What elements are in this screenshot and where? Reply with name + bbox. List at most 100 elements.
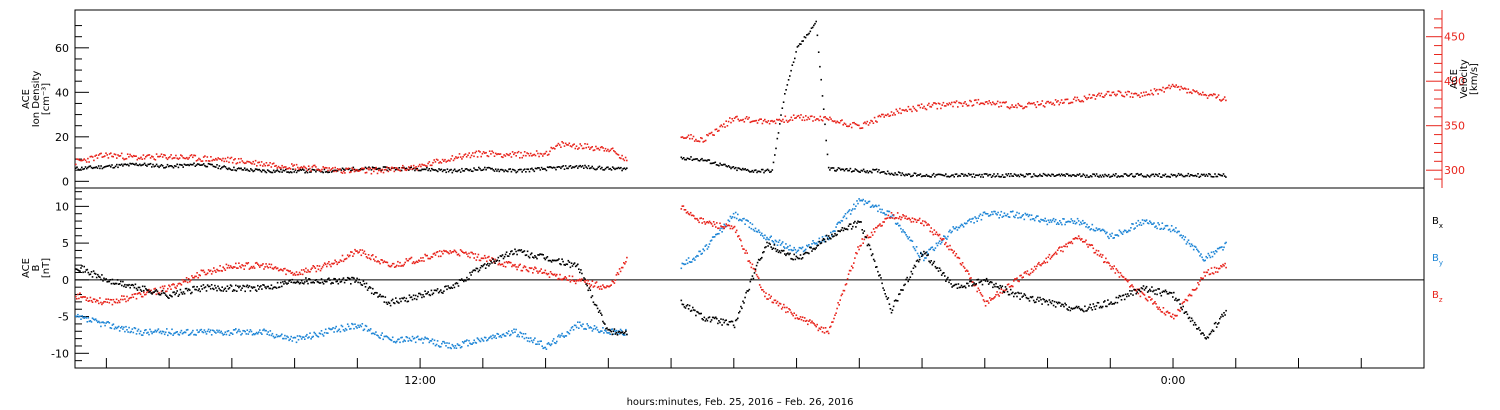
bx-point [813,247,815,250]
ion-density-point [1144,175,1146,178]
by-point [187,334,190,336]
bz-point [542,271,544,274]
bx-point [117,283,120,285]
by-point [261,333,263,335]
ion-density-point [175,165,177,168]
by-point [601,330,603,332]
bz-point [337,261,340,264]
velocity-point [270,166,273,168]
by-point [320,330,323,332]
bz-point [458,254,461,257]
by-point [911,240,914,242]
velocity-point [599,146,602,149]
by-point [1190,243,1193,245]
bz-point [1119,272,1122,274]
velocity-point [869,122,871,124]
ion-density-point [844,168,847,171]
by-point [158,331,161,334]
bx-point [304,281,306,283]
by-point [905,234,907,236]
bz-point [212,270,214,273]
bx-point [1076,307,1079,309]
ion-density-point [1175,175,1177,178]
bz-point [1150,299,1152,301]
bz-point [1209,273,1212,275]
ion-density-point [580,166,583,168]
ion-density-point [130,163,133,165]
velocity-point [805,115,807,117]
velocity-point [794,117,796,119]
bz-point [854,257,856,259]
bx-point [471,271,473,273]
by-point [287,336,289,339]
bz-point [973,284,975,287]
bx-point [1118,294,1121,297]
by-point [719,229,721,231]
bz-point [425,254,427,257]
bx-point [418,292,420,295]
velocity-point [129,153,131,156]
bz-point [917,219,920,221]
by-point [934,247,937,249]
bz-point [804,320,807,322]
velocity-point [938,103,941,105]
velocity-point [100,152,102,155]
by-point [357,324,359,327]
bx-point [560,263,562,266]
by-point [792,249,794,252]
bz-point [958,257,961,260]
velocity-point [345,167,347,170]
bx-point [215,287,217,289]
velocity-point [361,167,363,170]
bz-point [923,224,925,227]
by-point [329,328,331,330]
bx-point [420,293,422,296]
bz-point [379,262,381,265]
bz-point [578,279,580,282]
velocity-point [1217,94,1220,96]
by-point [206,330,209,333]
ion-density-point [726,165,729,168]
bz-point [993,297,995,299]
bx-point [1096,301,1099,304]
by-point [1066,221,1068,223]
by-point [915,246,918,248]
ion-density-point [1212,176,1215,178]
bz-point [1151,298,1153,300]
bz-point [364,253,367,255]
bz-point [1213,266,1216,269]
velocity-point [322,166,324,168]
bx-point [606,327,608,329]
bz-point [1060,250,1062,252]
velocity-point [334,166,336,169]
ion-density-point [400,169,403,172]
bz-point [161,285,164,288]
ion-density-point [1074,175,1076,177]
by-point [297,338,300,341]
ion-density-point [1018,175,1021,178]
by-point [412,338,415,340]
velocity-point [854,123,857,125]
velocity-point [1100,92,1103,95]
by-point [467,344,469,347]
ion-density-point [122,165,124,167]
ion-density-point [564,165,567,167]
bz-point [1072,238,1075,240]
bz-point [707,222,710,224]
bz-point [1038,261,1040,264]
by-point [377,334,379,337]
ion-density-point [713,162,715,164]
velocity-point [453,157,456,160]
ion-density-point [1151,173,1153,176]
bz-point [509,261,511,264]
by-point [1168,228,1171,231]
bx-point [143,289,145,292]
velocity-point [1091,96,1093,99]
bx-point [262,284,264,286]
velocity-point [509,152,511,155]
bx-point [428,293,431,296]
ion-density-point [624,168,627,171]
ion-density-point [82,168,84,171]
velocity-point [313,164,316,167]
